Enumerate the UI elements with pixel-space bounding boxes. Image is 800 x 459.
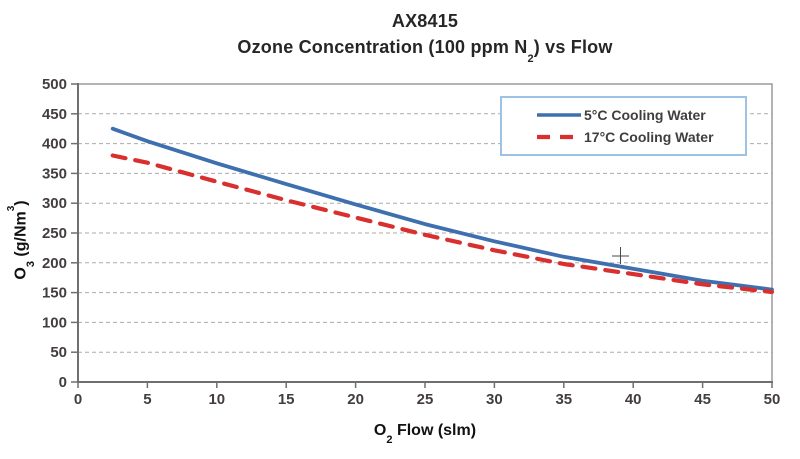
legend-label-5c: 5°C Cooling Water — [584, 106, 706, 123]
chart-title-block: AX8415 Ozone Concentration (100 ppm N2) … — [78, 8, 772, 65]
x-tick-label: 45 — [694, 391, 711, 408]
x-tick-label: 0 — [74, 391, 82, 408]
chart-title-subscript: 2 — [527, 52, 534, 65]
x-tick-label: 10 — [208, 391, 225, 408]
y-axis-title-text: O3 (g/Nm3) — [6, 200, 37, 280]
legend: 5°C Cooling Water 17°C Cooling Water — [500, 96, 747, 156]
x-axis-title: O2 Flow (slm) — [373, 422, 477, 447]
legend-label-17c: 17°C Cooling Water — [584, 129, 714, 146]
y-tick-label: 250 — [42, 225, 67, 242]
legend-swatch-dashed-line-icon — [537, 135, 581, 140]
series-line-17c — [110, 153, 775, 295]
chart-title-line1: AX8415 — [78, 8, 772, 34]
x-tick-label: 40 — [625, 391, 642, 408]
y-tick-label: 500 — [42, 76, 67, 93]
y-tick-label: 200 — [42, 255, 67, 272]
chart-title-line2: Ozone Concentration (100 ppm N2) vs Flow — [78, 34, 772, 65]
chart-title-text: Ozone Concentration (100 ppm N — [237, 37, 528, 58]
x-tick-label: 5 — [143, 391, 151, 408]
y-tick-label: 150 — [42, 285, 67, 302]
y-tick-label: 450 — [42, 106, 67, 123]
series-line-5c — [110, 126, 774, 292]
chart-title-model: AX8415 — [391, 11, 459, 31]
x-tick-label: 50 — [764, 391, 781, 408]
legend-swatch-solid-line-icon — [537, 112, 581, 117]
legend-row-5c: 5°C Cooling Water — [536, 107, 745, 123]
chart-title-suffix: ) vs Flow — [533, 37, 613, 58]
y-tick-label: 100 — [42, 314, 67, 331]
y-tick-label: 50 — [50, 344, 67, 361]
x-tick-label: 25 — [417, 391, 434, 408]
x-tick-label: 15 — [278, 391, 295, 408]
y-tick-label: 400 — [42, 136, 67, 153]
legend-row-17c: 17°C Cooling Water — [536, 129, 745, 145]
x-tick-label: 20 — [347, 391, 364, 408]
y-tick-label: 0 — [59, 374, 67, 391]
y-tick-label: 350 — [42, 165, 67, 182]
y-tick-label: 300 — [42, 195, 67, 212]
x-tick-label: 35 — [555, 391, 572, 408]
x-tick-label: 30 — [486, 391, 503, 408]
